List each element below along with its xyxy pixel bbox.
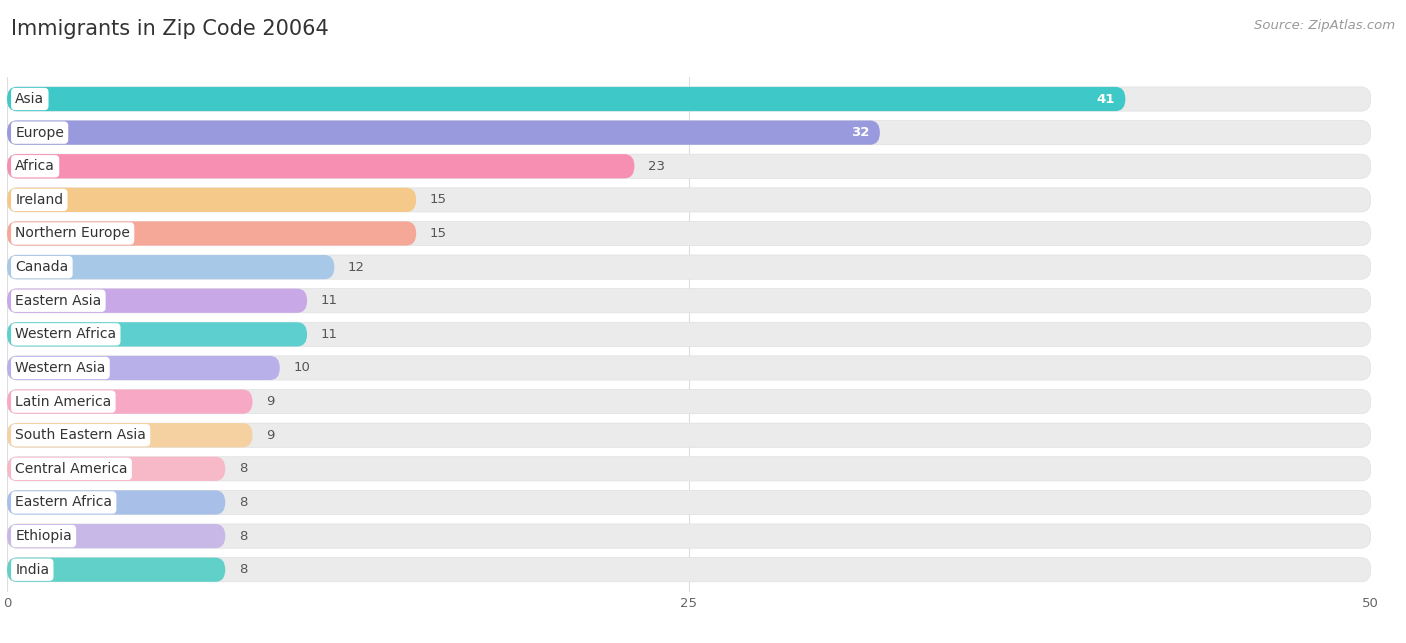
Text: Northern Europe: Northern Europe: [15, 226, 131, 240]
FancyBboxPatch shape: [7, 289, 307, 313]
FancyBboxPatch shape: [7, 154, 1371, 178]
FancyBboxPatch shape: [7, 457, 1371, 481]
Text: 12: 12: [347, 260, 366, 274]
Text: Ethiopia: Ethiopia: [15, 529, 72, 543]
Text: Africa: Africa: [15, 159, 55, 173]
Text: 15: 15: [430, 194, 447, 206]
FancyBboxPatch shape: [7, 322, 307, 347]
Text: 11: 11: [321, 328, 337, 341]
FancyBboxPatch shape: [7, 221, 416, 246]
Text: South Eastern Asia: South Eastern Asia: [15, 428, 146, 442]
FancyBboxPatch shape: [7, 457, 225, 481]
Text: Central America: Central America: [15, 462, 128, 476]
Text: Asia: Asia: [15, 92, 45, 106]
FancyBboxPatch shape: [7, 188, 1371, 212]
FancyBboxPatch shape: [7, 188, 416, 212]
Text: 32: 32: [851, 126, 869, 139]
FancyBboxPatch shape: [7, 322, 1371, 347]
Text: 8: 8: [239, 462, 247, 475]
Text: 41: 41: [1097, 93, 1115, 105]
FancyBboxPatch shape: [7, 120, 1371, 145]
Text: 10: 10: [294, 361, 311, 374]
Text: 9: 9: [266, 395, 274, 408]
FancyBboxPatch shape: [7, 557, 225, 582]
Text: 11: 11: [321, 294, 337, 307]
Text: Latin America: Latin America: [15, 395, 111, 408]
FancyBboxPatch shape: [7, 356, 1371, 380]
FancyBboxPatch shape: [7, 491, 1371, 514]
Text: Ireland: Ireland: [15, 193, 63, 207]
FancyBboxPatch shape: [7, 390, 253, 413]
FancyBboxPatch shape: [7, 87, 1371, 111]
Text: 8: 8: [239, 530, 247, 543]
Text: Eastern Africa: Eastern Africa: [15, 496, 112, 509]
FancyBboxPatch shape: [7, 390, 1371, 413]
Text: Immigrants in Zip Code 20064: Immigrants in Zip Code 20064: [11, 19, 329, 39]
Text: Source: ZipAtlas.com: Source: ZipAtlas.com: [1254, 19, 1395, 32]
FancyBboxPatch shape: [7, 557, 1371, 582]
FancyBboxPatch shape: [7, 524, 225, 548]
Text: Western Africa: Western Africa: [15, 327, 117, 341]
FancyBboxPatch shape: [7, 255, 1371, 279]
FancyBboxPatch shape: [7, 221, 1371, 246]
Text: Western Asia: Western Asia: [15, 361, 105, 375]
Text: 8: 8: [239, 496, 247, 509]
Text: 15: 15: [430, 227, 447, 240]
FancyBboxPatch shape: [7, 120, 880, 145]
Text: Europe: Europe: [15, 125, 65, 140]
FancyBboxPatch shape: [7, 356, 280, 380]
FancyBboxPatch shape: [7, 423, 1371, 448]
FancyBboxPatch shape: [7, 524, 1371, 548]
Text: Canada: Canada: [15, 260, 69, 274]
Text: 9: 9: [266, 429, 274, 442]
FancyBboxPatch shape: [7, 255, 335, 279]
Text: Eastern Asia: Eastern Asia: [15, 294, 101, 308]
FancyBboxPatch shape: [7, 289, 1371, 313]
Text: 8: 8: [239, 563, 247, 576]
FancyBboxPatch shape: [7, 154, 634, 178]
FancyBboxPatch shape: [7, 87, 1125, 111]
FancyBboxPatch shape: [7, 491, 225, 514]
Text: India: India: [15, 563, 49, 577]
Text: 23: 23: [648, 159, 665, 173]
FancyBboxPatch shape: [7, 423, 253, 448]
